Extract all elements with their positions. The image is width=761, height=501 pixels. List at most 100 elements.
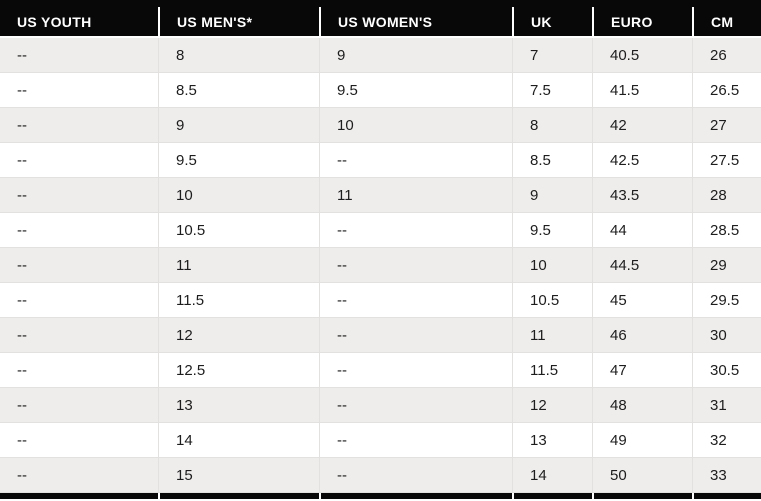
table-cell: 50 xyxy=(592,458,692,493)
table-cell: -- xyxy=(0,108,158,143)
header-cell-uk: UK xyxy=(512,0,592,36)
table-cell: 14 xyxy=(512,458,592,493)
table-cell: -- xyxy=(0,318,158,353)
header-cell-us-men-s: US MEN'S* xyxy=(158,0,319,36)
next-table-header-partial xyxy=(0,493,761,499)
table-row: -- 10 11 9 43.5 28 xyxy=(0,178,761,213)
table-cell: 9 xyxy=(512,178,592,213)
table-cell: 27.5 xyxy=(692,143,761,178)
table-cell: -- xyxy=(319,213,512,248)
table-cell: -- xyxy=(319,423,512,458)
table-cell: 10 xyxy=(158,178,319,213)
table-cell: 26.5 xyxy=(692,73,761,108)
table-cell: 10.5 xyxy=(158,213,319,248)
table-cell: 7.5 xyxy=(512,73,592,108)
table-body: -- 8 9 7 40.5 26 -- 8.5 9.5 7.5 41.5 26.5 -- 9 10 8 42 27… xyxy=(0,38,761,493)
table-row: -- 12.5 -- 11.5 47 30.5 xyxy=(0,353,761,388)
next-header-cell-euro xyxy=(592,493,692,499)
table-row: -- 8.5 9.5 7.5 41.5 26.5 xyxy=(0,73,761,108)
header-row: US YOUTH US MEN'S* US WOMEN'S UK EURO CM xyxy=(0,0,761,38)
table-cell: 10 xyxy=(512,248,592,283)
table-cell: 11.5 xyxy=(158,283,319,318)
table-cell: 10 xyxy=(319,108,512,143)
table-cell: 9.5 xyxy=(319,73,512,108)
table-cell: -- xyxy=(319,353,512,388)
table-cell: 44.5 xyxy=(592,248,692,283)
table-cell: 8 xyxy=(512,108,592,143)
table-cell: 11 xyxy=(512,318,592,353)
table-cell: -- xyxy=(319,458,512,493)
table-row: -- 14 -- 13 49 32 xyxy=(0,423,761,458)
table-cell: 29 xyxy=(692,248,761,283)
table-row: -- 12 -- 11 46 30 xyxy=(0,318,761,353)
table-cell: 32 xyxy=(692,423,761,458)
table-cell: 11 xyxy=(158,248,319,283)
next-header-cell-us-women-s xyxy=(319,493,512,499)
table-cell: -- xyxy=(319,318,512,353)
table-cell: -- xyxy=(0,143,158,178)
table-cell: -- xyxy=(0,73,158,108)
table-cell: 8 xyxy=(158,38,319,73)
table-cell: 8.5 xyxy=(158,73,319,108)
table-row: -- 11.5 -- 10.5 45 29.5 xyxy=(0,283,761,318)
table-cell: 12 xyxy=(158,318,319,353)
header-top-border xyxy=(0,0,761,7)
next-header-cell-cm xyxy=(692,493,761,499)
table-cell: 14 xyxy=(158,423,319,458)
header-cell-us-youth: US YOUTH xyxy=(17,13,92,30)
header-cell-euro: EURO xyxy=(592,0,692,36)
table-cell: 15 xyxy=(158,458,319,493)
table-cell: 28 xyxy=(692,178,761,213)
table-cell: 8.5 xyxy=(512,143,592,178)
table-cell: 9.5 xyxy=(158,143,319,178)
table-cell: -- xyxy=(0,283,158,318)
table-cell: 48 xyxy=(592,388,692,423)
table-cell: 41.5 xyxy=(592,73,692,108)
table-cell: 13 xyxy=(512,423,592,458)
header-cell-cm: CM xyxy=(692,0,761,36)
table-cell: 45 xyxy=(592,283,692,318)
table-cell: 30.5 xyxy=(692,353,761,388)
table-cell: -- xyxy=(0,458,158,493)
table-row: -- 13 -- 12 48 31 xyxy=(0,388,761,423)
table-cell: 7 xyxy=(512,38,592,73)
table-row: -- 11 -- 10 44.5 29 xyxy=(0,248,761,283)
table-cell: -- xyxy=(0,423,158,458)
table-cell: 33 xyxy=(692,458,761,493)
table-cell: 12.5 xyxy=(158,353,319,388)
table-row: -- 15 -- 14 50 33 xyxy=(0,458,761,493)
table-cell: -- xyxy=(319,143,512,178)
table-cell: 47 xyxy=(592,353,692,388)
table-cell: 12 xyxy=(512,388,592,423)
table-cell: 11.5 xyxy=(512,353,592,388)
table-cell: 46 xyxy=(592,318,692,353)
header-cell-us-women-s: US WOMEN'S xyxy=(319,0,512,36)
table-row: -- 10.5 -- 9.5 44 28.5 xyxy=(0,213,761,248)
next-header-cell-us-youth xyxy=(0,493,158,499)
table-row: -- 8 9 7 40.5 26 xyxy=(0,38,761,73)
table-cell: 28.5 xyxy=(692,213,761,248)
next-header-cell-us-men-s xyxy=(158,493,319,499)
table-cell: 43.5 xyxy=(592,178,692,213)
table-cell: 44 xyxy=(592,213,692,248)
table-cell: 42.5 xyxy=(592,143,692,178)
table-cell: 30 xyxy=(692,318,761,353)
table-cell: 49 xyxy=(592,423,692,458)
table-cell: 9.5 xyxy=(512,213,592,248)
table-cell: -- xyxy=(0,213,158,248)
table-cell: -- xyxy=(319,248,512,283)
table-cell: 27 xyxy=(692,108,761,143)
table-cell: 11 xyxy=(319,178,512,213)
table-cell: 40.5 xyxy=(592,38,692,73)
table-cell: -- xyxy=(0,178,158,213)
table-cell: 29.5 xyxy=(692,283,761,318)
table-cell: 9 xyxy=(158,108,319,143)
table-cell: 42 xyxy=(592,108,692,143)
table-cell: -- xyxy=(319,283,512,318)
table-row: -- 9.5 -- 8.5 42.5 27.5 xyxy=(0,143,761,178)
table-cell: 31 xyxy=(692,388,761,423)
table-cell: -- xyxy=(0,353,158,388)
next-header-cell-uk xyxy=(512,493,592,499)
table-cell: -- xyxy=(0,248,158,283)
